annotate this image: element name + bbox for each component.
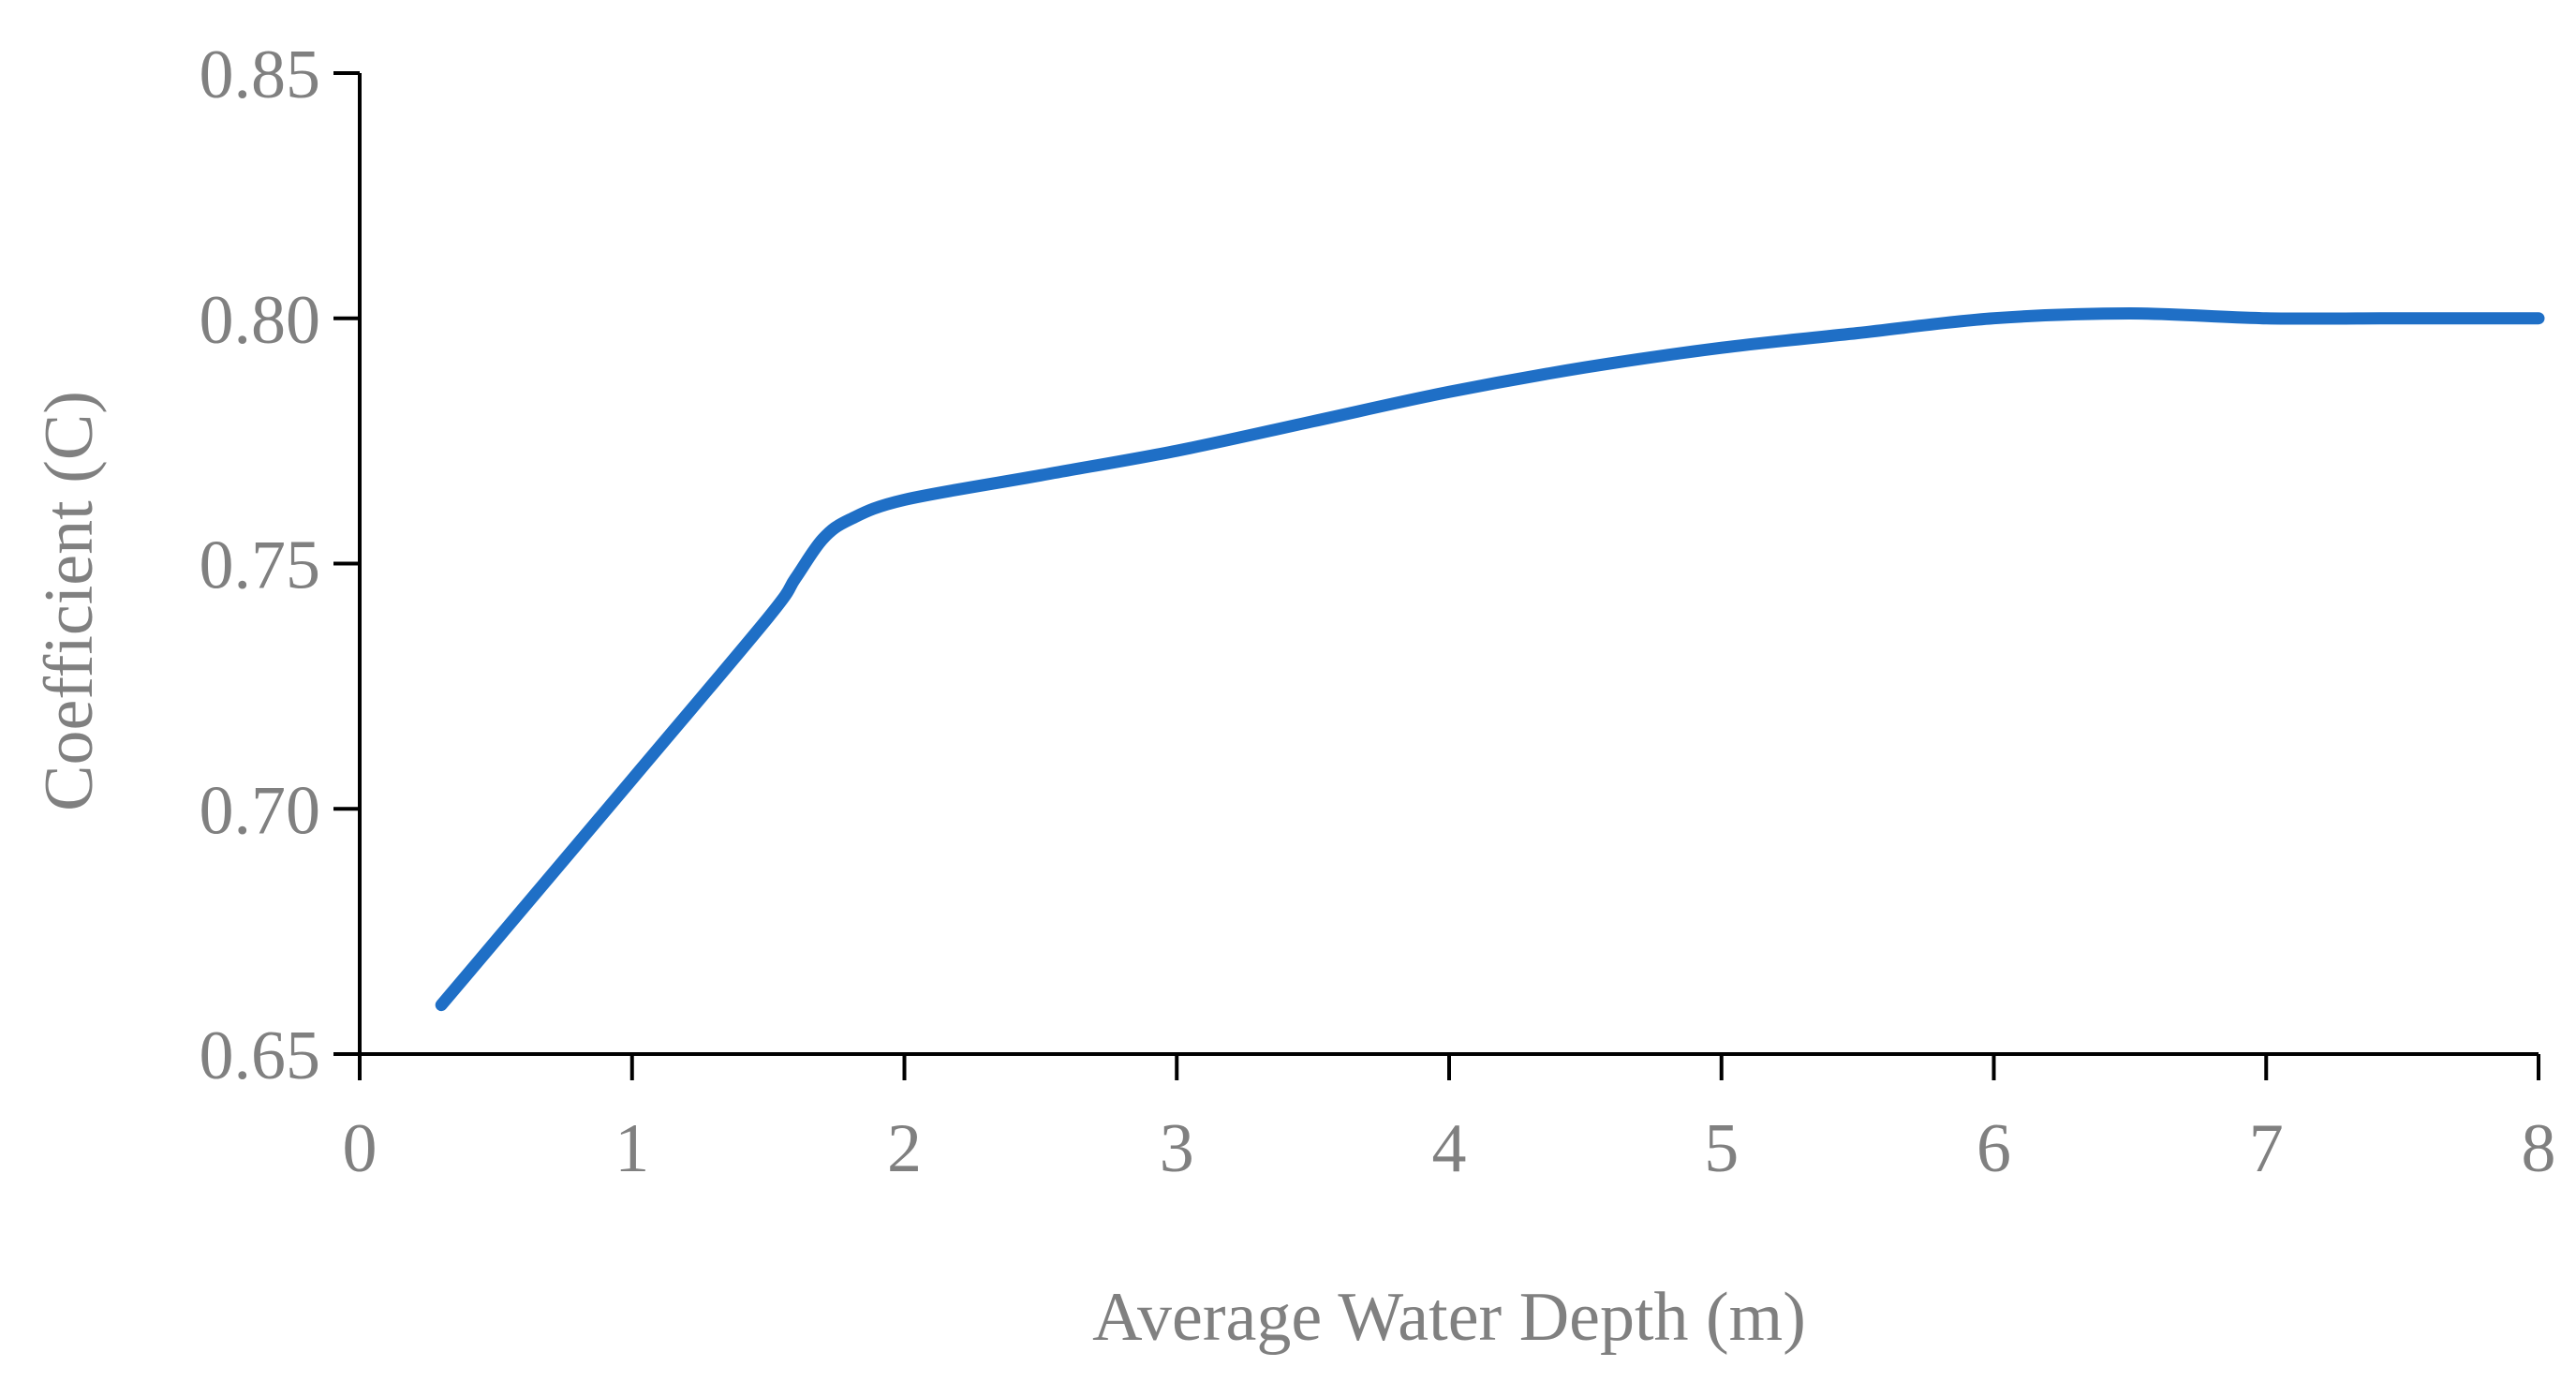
x-tick-label: 7 [2249,1110,2284,1187]
y-axis-title: Coefficient (C) [31,391,108,811]
y-tick-label: 0.65 [200,1018,321,1094]
x-tick-label: 8 [2522,1110,2556,1187]
axes [358,73,2539,1056]
x-axis-title: Average Water Depth (m) [1092,1279,1806,1356]
y-ticks: 0.65 0.70 0.75 0.80 0.85 [200,37,360,1094]
x-tick-label: 6 [1976,1110,2011,1187]
y-tick-label: 0.80 [200,282,321,359]
x-tick-label: 5 [1704,1110,1739,1187]
y-tick-label: 0.85 [200,37,321,113]
x-ticks: 0 1 2 3 4 5 6 7 8 [343,1054,2556,1187]
x-tick-label: 1 [614,1110,649,1187]
x-tick-label: 0 [343,1110,378,1187]
y-tick-label: 0.75 [200,528,321,604]
x-tick-label: 3 [1160,1110,1194,1187]
y-tick-label: 0.70 [200,772,321,849]
x-tick-label: 4 [1432,1110,1467,1187]
x-tick-label: 2 [887,1110,922,1187]
series-line-0 [435,307,2545,1012]
series-layer [435,307,2545,1012]
